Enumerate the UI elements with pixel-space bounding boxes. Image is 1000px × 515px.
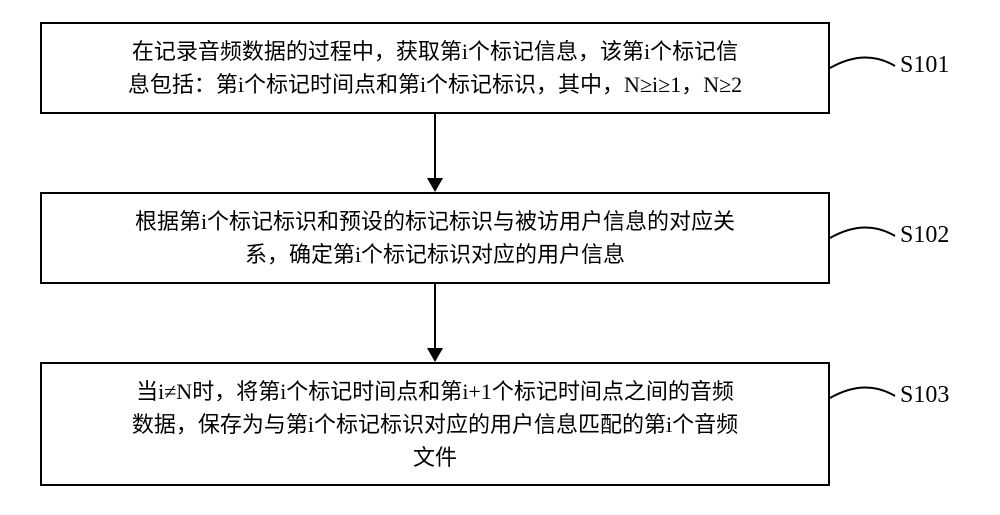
flow-node-1-text: 在记录音频数据的过程中，获取第i个标记信息，该第i个标记信 息包括：第i个标记时… bbox=[128, 35, 742, 101]
arrow-1-line bbox=[434, 114, 436, 178]
arrow-1-head bbox=[427, 178, 443, 192]
flow-node-3: 当i≠N时，将第i个标记时间点和第i+1个标记时间点之间的音频 数据，保存为与第… bbox=[40, 362, 830, 486]
lead-line-3 bbox=[830, 378, 900, 418]
flowchart-canvas: 在记录音频数据的过程中，获取第i个标记信息，该第i个标记信 息包括：第i个标记时… bbox=[0, 0, 1000, 515]
flow-node-2-text: 根据第i个标记标识和预设的标记标识与被访用户信息的对应关 系，确定第i个标记标识… bbox=[135, 205, 735, 271]
step-label-2: S102 bbox=[900, 222, 949, 249]
arrow-2-head bbox=[427, 348, 443, 362]
lead-line-2 bbox=[830, 218, 900, 258]
lead-line-1 bbox=[830, 48, 900, 88]
step-label-3: S103 bbox=[900, 382, 949, 409]
flow-node-1: 在记录音频数据的过程中，获取第i个标记信息，该第i个标记信 息包括：第i个标记时… bbox=[40, 22, 830, 114]
flow-node-2: 根据第i个标记标识和预设的标记标识与被访用户信息的对应关 系，确定第i个标记标识… bbox=[40, 192, 830, 284]
arrow-2-line bbox=[434, 284, 436, 348]
step-label-1: S101 bbox=[900, 52, 949, 79]
flow-node-3-text: 当i≠N时，将第i个标记时间点和第i+1个标记时间点之间的音频 数据，保存为与第… bbox=[132, 375, 738, 474]
